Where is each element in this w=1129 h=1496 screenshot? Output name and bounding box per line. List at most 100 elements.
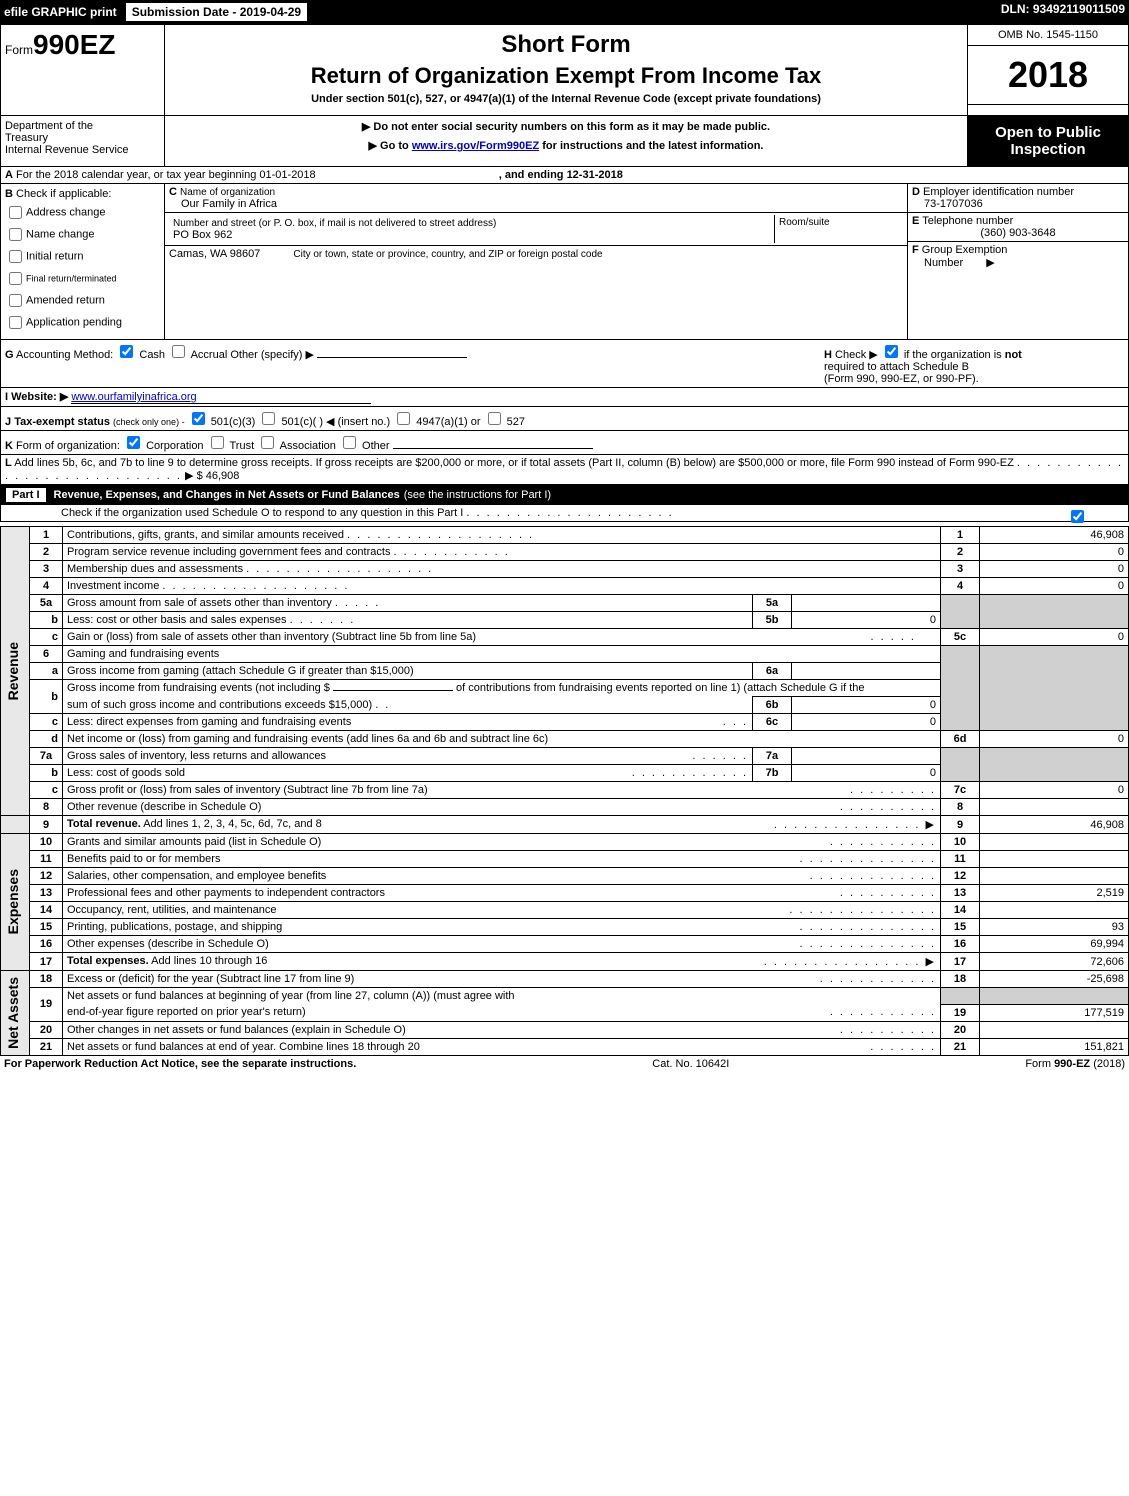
row-13-desc: Professional fees and other payments to … bbox=[67, 887, 385, 899]
part-1-check-dots: . . . . . . . . . . . . . . . . . . . . … bbox=[466, 507, 673, 519]
cb-schedule-o[interactable] bbox=[1071, 510, 1084, 523]
form-number: 990EZ bbox=[33, 29, 116, 60]
corp-label: Corporation bbox=[146, 440, 203, 452]
row-9-desc2: Add lines 1, 2, 3, 4, 5c, 6d, 7c, and 8 bbox=[141, 818, 322, 830]
501c3-label: 501(c)(3) bbox=[211, 416, 256, 428]
row-5c-amount: 0 bbox=[980, 629, 1129, 646]
row-6b-desc3: sum of such gross income and contributio… bbox=[67, 699, 372, 711]
open-public-2: Inspection bbox=[972, 141, 1124, 158]
cb-501c3[interactable] bbox=[192, 412, 205, 425]
section-h-not: not bbox=[1005, 349, 1022, 361]
section-j-sub: (check only one) - bbox=[113, 417, 185, 427]
cb-trust[interactable] bbox=[211, 436, 224, 449]
footer: For Paperwork Reduction Act Notice, see … bbox=[0, 1056, 1129, 1072]
row-7b-desc: Less: cost of goods sold bbox=[67, 767, 185, 779]
row-19-desc: Net assets or fund balances at beginning… bbox=[63, 988, 941, 1005]
accrual-label: Accrual bbox=[191, 349, 228, 361]
row-7c-desc: Gross profit or (loss) from sales of inv… bbox=[67, 784, 428, 796]
footer-right-suffix: (2018) bbox=[1090, 1058, 1125, 1070]
section-f-text2: Number bbox=[912, 257, 963, 269]
cb-amended-return[interactable] bbox=[9, 294, 22, 307]
cb-4947[interactable] bbox=[397, 412, 410, 425]
cb-schedule-b[interactable] bbox=[885, 345, 898, 358]
cb-amended-return-label: Amended return bbox=[26, 294, 105, 306]
cb-527[interactable] bbox=[488, 412, 501, 425]
other-org-label: Other bbox=[362, 440, 390, 452]
section-a-label: A bbox=[5, 169, 13, 181]
row-5a-desc: Gross amount from sale of assets other t… bbox=[67, 597, 332, 609]
section-l-arrow: ▶ bbox=[185, 470, 193, 482]
row-4-desc: Investment income bbox=[67, 580, 159, 592]
cb-application-pending[interactable] bbox=[9, 316, 22, 329]
section-g-label: G bbox=[5, 349, 14, 361]
row-12-desc: Salaries, other compensation, and employ… bbox=[67, 870, 326, 882]
row-7b-mini: 7b bbox=[753, 765, 792, 782]
section-k: K Form of organization: Corporation Trus… bbox=[0, 431, 1129, 455]
row-6d-desc: Net income or (loss) from gaming and fun… bbox=[63, 731, 941, 748]
goto-suffix: for instructions and the latest informat… bbox=[539, 140, 763, 152]
row-3-num: 3 bbox=[30, 561, 63, 578]
row-6b-desc2: of contributions from fundraising events… bbox=[456, 682, 864, 694]
cb-accrual[interactable] bbox=[172, 345, 185, 358]
website-link[interactable]: www.ourfamilyinafrica.org bbox=[71, 391, 371, 404]
row-6d-amount: 0 bbox=[980, 731, 1129, 748]
cb-final-return[interactable] bbox=[9, 272, 22, 285]
row-5b-mini: 5b bbox=[753, 612, 792, 629]
section-a: A For the 2018 calendar year, or tax yea… bbox=[0, 167, 1129, 184]
section-a-text1: For the 2018 calendar year, or tax year … bbox=[16, 169, 316, 181]
goto-prefix: ▶ Go to bbox=[369, 140, 412, 152]
row-7a-minival bbox=[792, 748, 941, 765]
row-6c-minival: 0 bbox=[792, 714, 941, 731]
cb-name-change-label: Name change bbox=[26, 228, 95, 240]
row-6b-blank bbox=[333, 690, 453, 691]
row-3-amount: 0 bbox=[980, 561, 1129, 578]
street-value: PO Box 962 bbox=[173, 229, 232, 241]
section-l-label: L bbox=[5, 457, 12, 469]
row-5b-desc: Less: cost or other basis and sales expe… bbox=[67, 614, 287, 626]
goto-link[interactable]: www.irs.gov/Form990EZ bbox=[412, 140, 539, 152]
section-d-label: D bbox=[912, 186, 920, 198]
row-10-boxnum: 10 bbox=[941, 834, 980, 851]
cb-association[interactable] bbox=[261, 436, 274, 449]
row-14-amount bbox=[980, 902, 1129, 919]
cb-other-org[interactable] bbox=[343, 436, 356, 449]
row-2-boxnum: 2 bbox=[941, 544, 980, 561]
form-header: Form990EZ Short Form Return of Organizat… bbox=[0, 24, 1129, 116]
cash-label: Cash bbox=[139, 349, 165, 361]
section-j-text: Tax-exempt status bbox=[14, 416, 110, 428]
row-3-boxnum: 3 bbox=[941, 561, 980, 578]
row-16-desc: Other expenses (describe in Schedule O) bbox=[67, 938, 269, 950]
section-h-text1: Check ▶ bbox=[835, 349, 878, 361]
section-gh: G Accounting Method: Cash Accrual Other … bbox=[0, 340, 1129, 388]
tax-year: 2018 bbox=[968, 46, 1128, 105]
row-1-num: 1 bbox=[30, 527, 63, 544]
row-10-num: 10 bbox=[30, 834, 63, 851]
row-8-boxnum: 8 bbox=[941, 799, 980, 816]
city-value: Camas, WA 98607 bbox=[169, 248, 260, 260]
row-20-desc: Other changes in net assets or fund bala… bbox=[67, 1024, 406, 1036]
cb-cash[interactable] bbox=[120, 345, 133, 358]
section-i: I Website: ▶ www.ourfamilyinafrica.org bbox=[0, 388, 1129, 407]
row-5b-minival: 0 bbox=[792, 612, 941, 629]
dept-2: Treasury bbox=[5, 132, 160, 144]
part-1-header: Part I Revenue, Expenses, and Changes in… bbox=[0, 485, 1129, 505]
city-label: City or town, state or province, country… bbox=[293, 249, 602, 260]
row-10-amount bbox=[980, 834, 1129, 851]
ssn-warning: ▶ Do not enter social security numbers o… bbox=[169, 120, 963, 133]
row-7c-num: c bbox=[30, 782, 63, 799]
cb-initial-return[interactable] bbox=[9, 250, 22, 263]
cb-name-change[interactable] bbox=[9, 228, 22, 241]
cb-address-change[interactable] bbox=[9, 206, 22, 219]
part-1-title: Revenue, Expenses, and Changes in Net As… bbox=[54, 489, 400, 501]
row-6-num: 6 bbox=[30, 646, 63, 663]
section-j: J Tax-exempt status (check only one) - 5… bbox=[0, 407, 1129, 431]
row-2-amount: 0 bbox=[980, 544, 1129, 561]
phone-value: (360) 903-3648 bbox=[912, 227, 1124, 239]
section-c-label: C bbox=[169, 186, 177, 198]
row-8-num: 8 bbox=[30, 799, 63, 816]
row-14-num: 14 bbox=[30, 902, 63, 919]
row-1-boxnum: 1 bbox=[941, 527, 980, 544]
cb-501c[interactable] bbox=[262, 412, 275, 425]
cb-corporation[interactable] bbox=[127, 436, 140, 449]
527-label: 527 bbox=[507, 416, 525, 428]
